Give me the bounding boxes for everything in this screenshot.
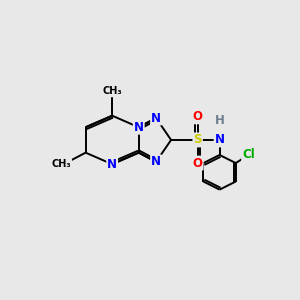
Text: N: N [151, 112, 161, 124]
Text: S: S [194, 134, 202, 146]
Text: N: N [214, 134, 225, 146]
Text: N: N [151, 155, 161, 168]
Text: CH₃: CH₃ [102, 86, 122, 96]
Text: O: O [193, 157, 202, 169]
Text: N: N [134, 121, 144, 134]
Text: N: N [107, 158, 117, 171]
Text: CH₃: CH₃ [52, 159, 71, 169]
Text: Cl: Cl [242, 148, 255, 161]
Text: H: H [214, 114, 224, 127]
Text: O: O [193, 110, 202, 123]
